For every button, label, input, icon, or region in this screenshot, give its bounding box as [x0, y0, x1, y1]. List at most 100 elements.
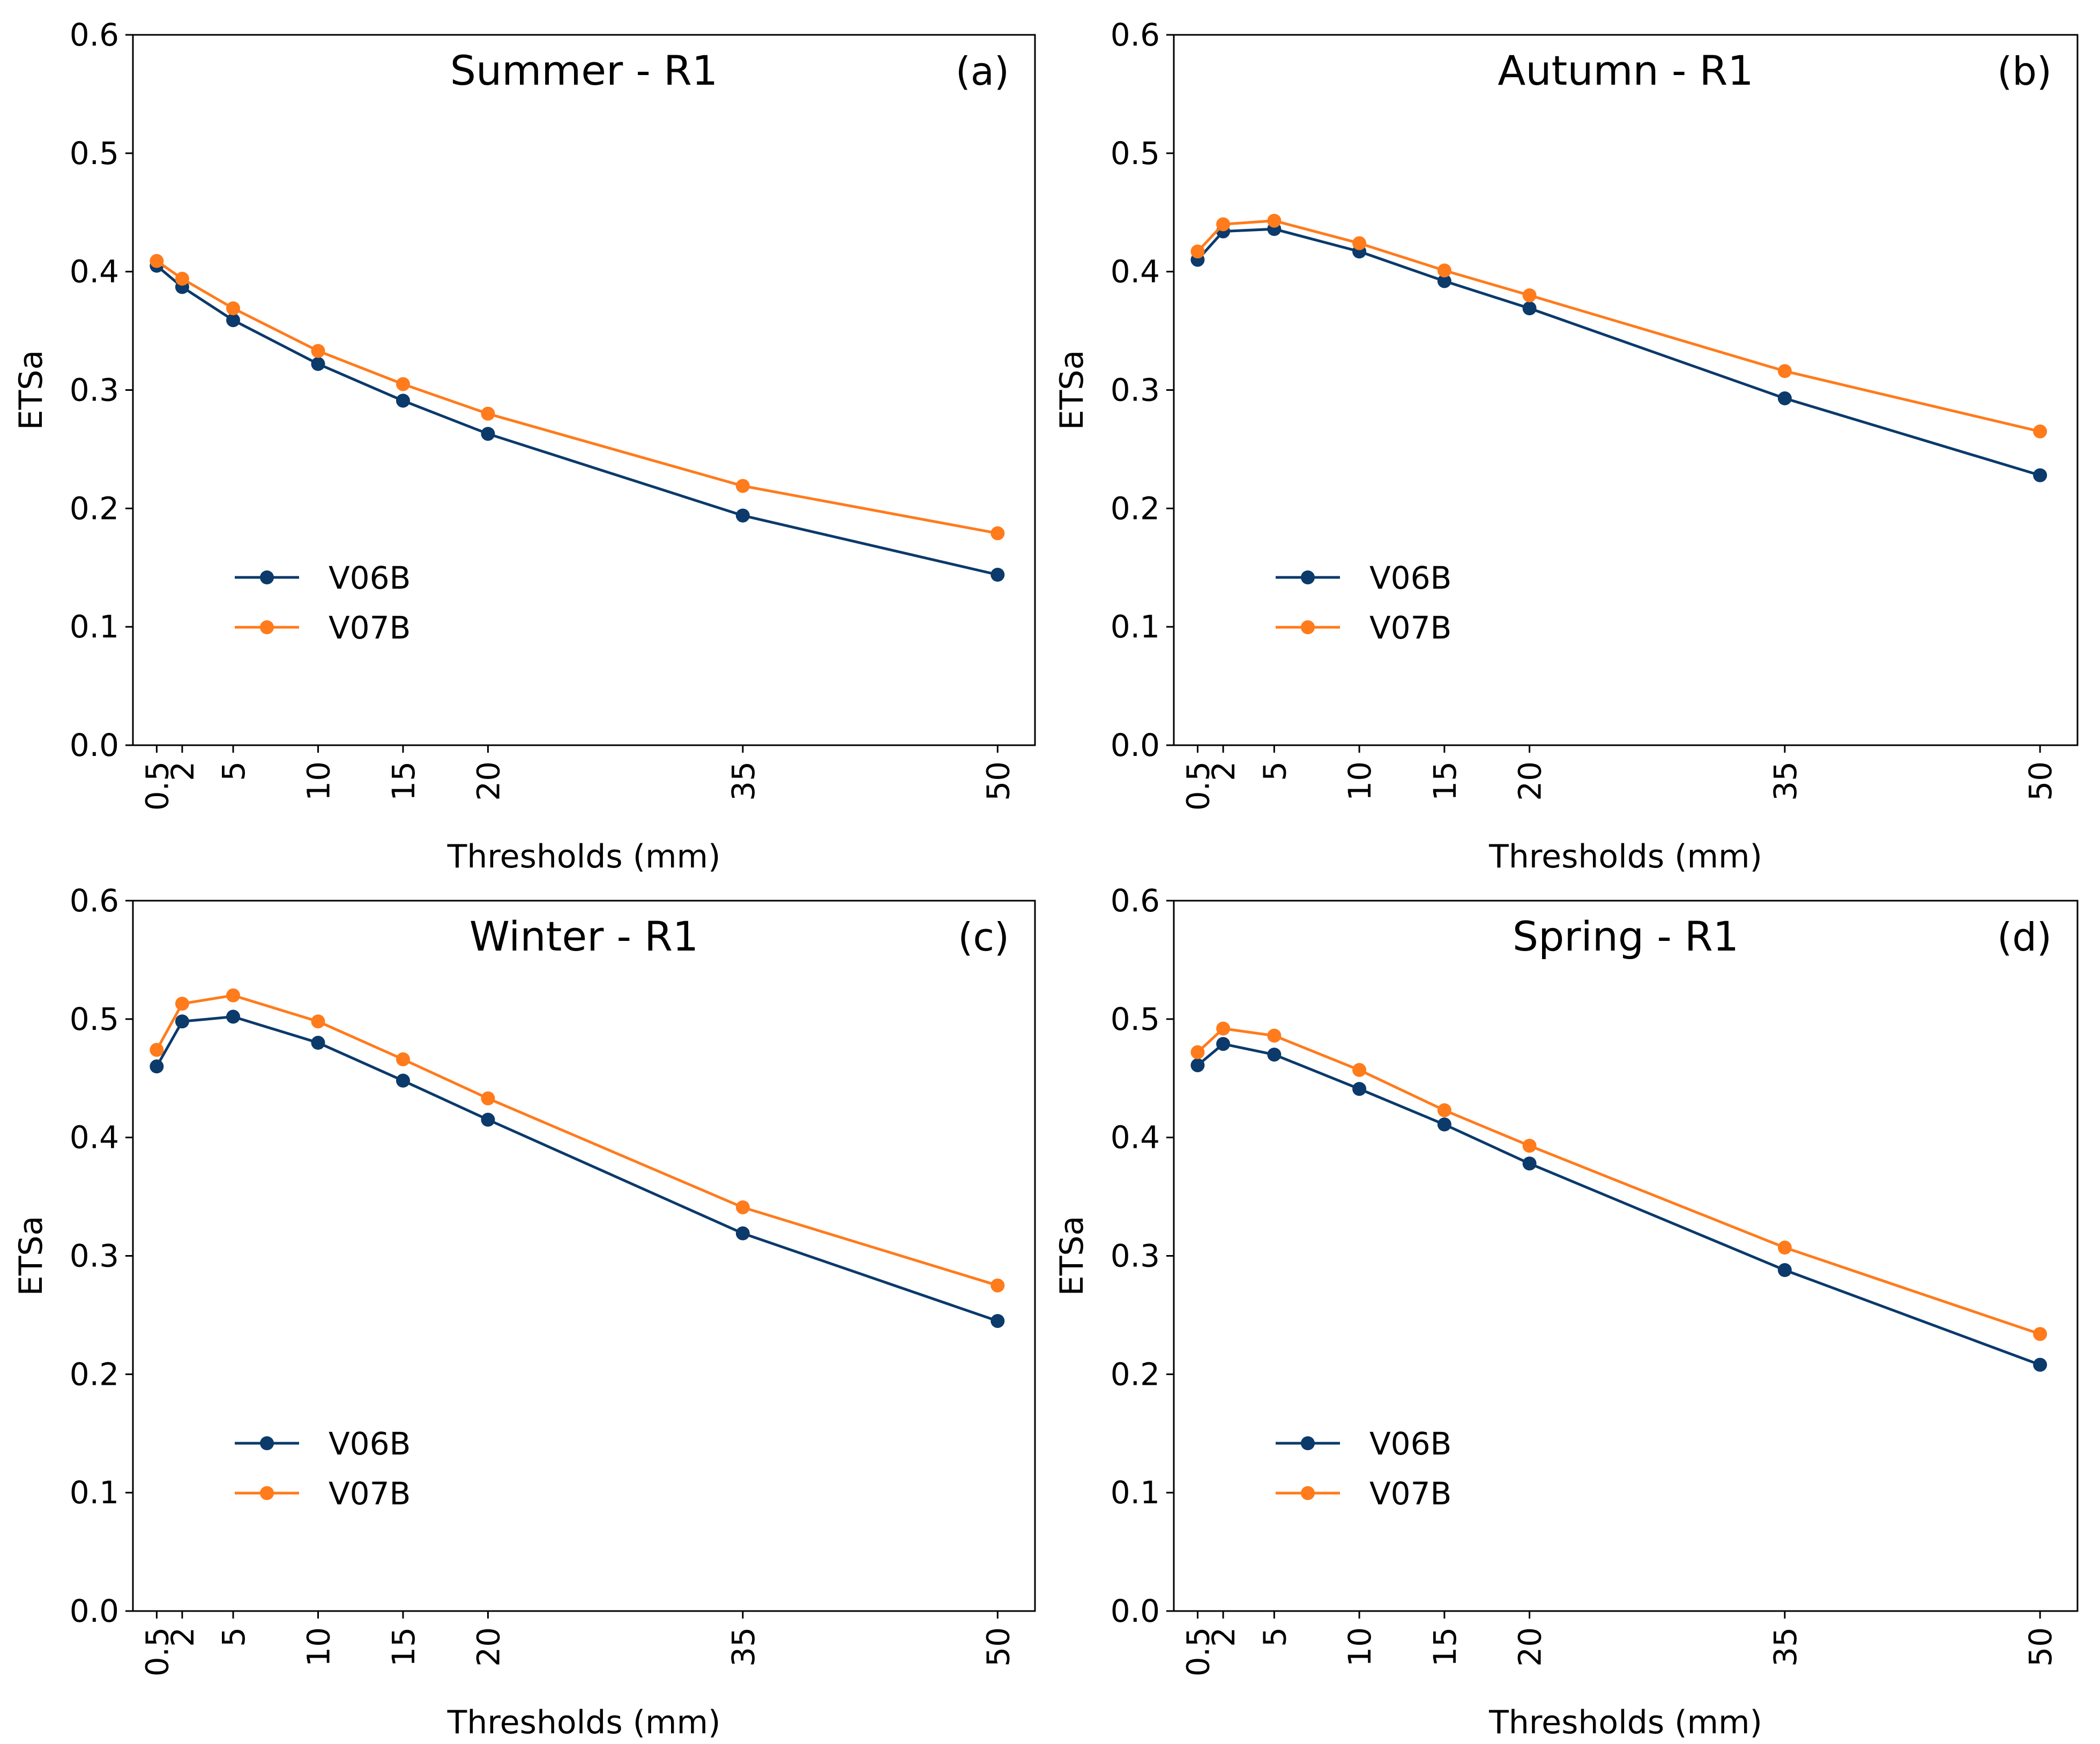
y-tick-label: 0.2 — [1111, 490, 1160, 526]
data-point — [2033, 1357, 2047, 1372]
data-point — [1437, 1103, 1451, 1117]
x-tick-label: 10 — [300, 761, 337, 801]
y-axis-label: ETSa — [1053, 350, 1091, 430]
chart-title: Spring - R1 — [1513, 912, 1739, 960]
x-tick-label: 0.5 — [139, 1627, 175, 1676]
data-point — [1267, 213, 1282, 228]
legend-label: V06B — [1369, 1426, 1451, 1462]
data-point — [735, 508, 750, 523]
data-point — [150, 1043, 164, 1057]
data-point — [1437, 274, 1451, 288]
data-point — [481, 1091, 495, 1105]
legend-swatch-marker — [260, 620, 274, 634]
data-point — [150, 254, 164, 268]
data-point — [1777, 364, 1792, 379]
data-point — [991, 1313, 1005, 1328]
chart-title: Summer - R1 — [450, 47, 718, 94]
x-tick-label: 50 — [980, 761, 1016, 801]
x-tick-label: 2 — [165, 1627, 201, 1647]
legend-label: V07B — [329, 1475, 411, 1512]
chart-title: Winter - R1 — [470, 912, 698, 960]
x-tick-label: 2 — [1205, 1627, 1242, 1647]
data-point — [481, 427, 495, 441]
x-tick-label: 2 — [165, 761, 201, 781]
x-tick-label: 20 — [1512, 761, 1548, 801]
data-point — [1437, 263, 1451, 278]
y-tick-label: 0.4 — [1111, 254, 1160, 290]
series-v06b — [150, 258, 1005, 582]
y-tick-label: 0.0 — [1111, 1593, 1160, 1629]
data-point — [1777, 391, 1792, 405]
series-line — [155, 994, 999, 1287]
data-point — [1267, 1048, 1282, 1062]
x-tick-label: 15 — [385, 761, 422, 801]
y-tick-label: 0.3 — [70, 372, 119, 409]
data-point — [1777, 1263, 1792, 1277]
x-tick-label: 5 — [215, 761, 252, 781]
data-point — [396, 1073, 410, 1088]
data-point — [396, 1052, 410, 1066]
x-tick-label: 35 — [1767, 761, 1804, 801]
panel-label: (b) — [1997, 49, 2052, 94]
y-tick-label: 0.1 — [70, 608, 119, 645]
y-tick-label: 0.0 — [70, 727, 119, 763]
data-point — [481, 1112, 495, 1127]
series-line — [155, 1015, 999, 1323]
series-v06b — [150, 1010, 1005, 1328]
data-point — [735, 1200, 750, 1214]
panel-label: (c) — [958, 915, 1009, 960]
series-line — [1196, 1027, 2041, 1335]
data-point — [311, 357, 325, 371]
legend: V06B V07B — [235, 560, 411, 646]
legend-label: V06B — [329, 1426, 411, 1462]
data-point — [1522, 1156, 1537, 1171]
x-axis-label: Thresholds (mm) — [1488, 838, 1762, 875]
x-tick-label: 10 — [300, 1627, 337, 1667]
x-tick-label: 2 — [1205, 761, 1242, 781]
data-point — [1522, 1139, 1537, 1153]
x-axis-label: Thresholds (mm) — [1488, 1704, 1762, 1741]
legend-swatch-marker — [260, 1486, 274, 1500]
data-point — [1190, 1045, 1205, 1059]
y-tick-label: 0.2 — [70, 490, 119, 526]
data-point — [226, 1010, 240, 1024]
y-tick-label: 0.4 — [1111, 1119, 1160, 1156]
data-point — [1777, 1241, 1792, 1255]
legend-swatch-marker — [1301, 620, 1315, 634]
data-point — [311, 344, 325, 358]
x-tick-label: 0.5 — [1180, 1627, 1216, 1676]
data-point — [1190, 244, 1205, 259]
x-tick-label: 0.5 — [139, 761, 175, 811]
plot-frame — [1173, 900, 2079, 1612]
x-tick-label: 15 — [385, 1627, 422, 1667]
data-point — [311, 1036, 325, 1050]
data-point — [226, 988, 240, 1003]
y-tick-label: 0.6 — [70, 17, 119, 53]
series-line — [155, 264, 998, 576]
y-tick-label: 0.2 — [70, 1356, 119, 1392]
series-line — [155, 259, 998, 535]
x-tick-label: 35 — [725, 761, 762, 801]
data-point — [1352, 1082, 1367, 1096]
y-tick-label: 0.2 — [1111, 1356, 1160, 1392]
y-axis-label: ETSa — [12, 350, 50, 430]
y-tick-label: 0.4 — [70, 254, 119, 290]
x-tick-label: 5 — [1256, 761, 1293, 781]
legend: V06B V07B — [235, 1426, 411, 1512]
x-axis-label: Thresholds (mm) — [447, 1704, 721, 1741]
series-v06b — [1190, 1037, 2047, 1372]
legend-label: V07B — [1369, 1475, 1451, 1512]
x-tick-label: 15 — [1427, 761, 1463, 801]
y-tick-label: 0.5 — [1111, 135, 1160, 172]
y-tick-label: 0.6 — [1111, 882, 1160, 919]
series-v07b — [150, 988, 1005, 1293]
data-point — [1267, 1028, 1282, 1043]
legend: V06B V07B — [1276, 1426, 1451, 1512]
y-tick-label: 0.4 — [70, 1119, 119, 1156]
chart-panel-b: 0.00.10.20.30.40.50.60.52 5 10 15 20 35 50Thre… — [1053, 17, 2079, 875]
data-point — [311, 1014, 325, 1029]
x-tick-label: 50 — [980, 1627, 1016, 1667]
data-point — [175, 1014, 189, 1029]
legend-label: V07B — [329, 610, 411, 646]
